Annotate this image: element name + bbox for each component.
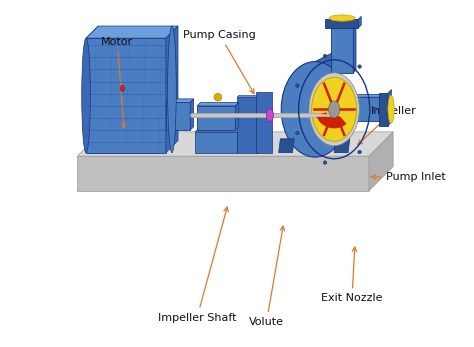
Polygon shape	[235, 102, 239, 130]
Polygon shape	[86, 38, 166, 153]
Ellipse shape	[328, 101, 340, 118]
Polygon shape	[353, 22, 356, 73]
Polygon shape	[339, 94, 385, 97]
Text: Motor: Motor	[101, 37, 133, 128]
Polygon shape	[339, 97, 383, 121]
Polygon shape	[77, 156, 369, 191]
Polygon shape	[86, 26, 98, 153]
Polygon shape	[326, 19, 358, 28]
Polygon shape	[388, 90, 392, 126]
Ellipse shape	[358, 65, 361, 68]
Text: Pump Casing: Pump Casing	[183, 30, 256, 94]
Polygon shape	[195, 132, 237, 153]
Ellipse shape	[296, 84, 299, 87]
Polygon shape	[331, 22, 356, 24]
Text: Impeller Shaft: Impeller Shaft	[158, 207, 237, 322]
Polygon shape	[86, 26, 178, 38]
Ellipse shape	[388, 95, 394, 123]
Text: Impeller: Impeller	[358, 106, 416, 145]
Polygon shape	[331, 24, 353, 73]
Polygon shape	[197, 102, 239, 106]
Ellipse shape	[323, 54, 327, 58]
Ellipse shape	[323, 161, 327, 164]
Polygon shape	[358, 16, 361, 28]
Polygon shape	[334, 139, 350, 153]
Polygon shape	[237, 97, 258, 153]
Polygon shape	[166, 99, 193, 102]
Wedge shape	[316, 112, 346, 128]
Polygon shape	[237, 95, 260, 97]
Ellipse shape	[266, 109, 273, 122]
Polygon shape	[369, 132, 393, 191]
Ellipse shape	[296, 131, 299, 135]
Polygon shape	[256, 92, 272, 153]
Ellipse shape	[214, 93, 222, 101]
Ellipse shape	[311, 77, 357, 142]
Polygon shape	[190, 99, 193, 130]
Text: Volute: Volute	[249, 226, 284, 327]
Polygon shape	[383, 94, 385, 121]
Ellipse shape	[309, 73, 359, 146]
Ellipse shape	[168, 26, 176, 153]
Text: Exit Nozzle: Exit Nozzle	[321, 247, 383, 303]
Polygon shape	[195, 127, 242, 132]
Ellipse shape	[82, 38, 91, 153]
Polygon shape	[279, 139, 294, 153]
Polygon shape	[315, 51, 336, 157]
Polygon shape	[197, 106, 235, 130]
Ellipse shape	[373, 108, 377, 111]
Ellipse shape	[120, 85, 125, 92]
Ellipse shape	[329, 15, 355, 21]
Polygon shape	[166, 26, 178, 153]
Text: Pump Inlet: Pump Inlet	[371, 172, 446, 182]
Polygon shape	[166, 102, 190, 130]
Ellipse shape	[281, 62, 349, 157]
Ellipse shape	[358, 150, 361, 154]
Polygon shape	[77, 132, 393, 156]
Polygon shape	[379, 93, 388, 126]
